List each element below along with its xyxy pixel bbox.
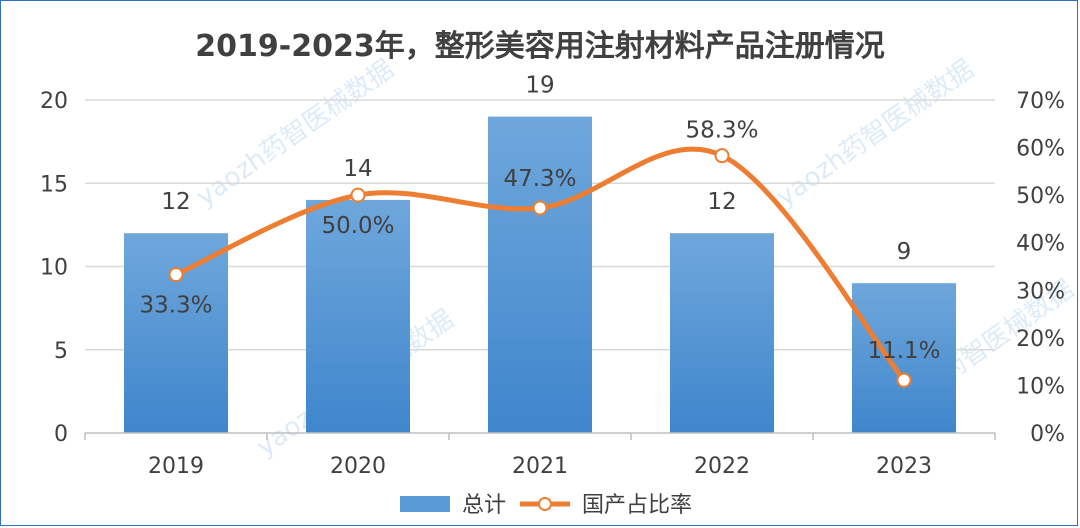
x-tick-label: 2020 <box>330 454 386 479</box>
y-left-tick-label: 0 <box>54 422 68 447</box>
x-tick-label: 2023 <box>876 454 932 479</box>
x-tick-label: 2019 <box>148 454 204 479</box>
bar-value-label: 19 <box>525 73 554 99</box>
line-marker-2023 <box>896 372 912 388</box>
y-right-tick-label: 70% <box>1016 89 1065 114</box>
legend: 总计 国产占比率 <box>400 493 692 518</box>
y-right-tick-label: 30% <box>1016 279 1065 304</box>
data-labels: 12 14 19 12 9 33.3% 50.0% 47.3% 58.3% 11.1% <box>139 73 940 365</box>
line-marker-2019 <box>168 267 184 283</box>
bar-value-label: 12 <box>707 189 736 215</box>
bar-value-label: 14 <box>343 156 372 182</box>
bar-value-label: 12 <box>161 189 190 215</box>
line-value-label: 47.3% <box>503 166 576 192</box>
bar-2022 <box>670 233 774 433</box>
bar-2020 <box>306 199 410 433</box>
line-marker-2020 <box>350 187 366 203</box>
bar-series <box>124 116 956 434</box>
y-right-tick-label: 20% <box>1016 327 1065 352</box>
y-left-tick-label: 20 <box>40 89 68 114</box>
line-value-label: 58.3% <box>685 118 758 144</box>
x-tick-label: 2021 <box>512 454 568 479</box>
line-value-label: 50.0% <box>321 213 394 239</box>
y-right-tick-label: 40% <box>1016 232 1065 257</box>
legend-line-marker <box>538 497 552 511</box>
line-marker-2021 <box>532 200 548 216</box>
y-left-tick-label: 10 <box>40 256 68 281</box>
legend-bar-label: 总计 <box>462 493 506 518</box>
y-right-tick-label: 0% <box>1030 422 1065 447</box>
line-series <box>168 146 912 388</box>
legend-line-label: 国产占比率 <box>582 493 692 518</box>
y-right-tick-label: 50% <box>1016 184 1065 209</box>
line-value-label: 33.3% <box>139 293 212 319</box>
bar-2023 <box>852 283 956 433</box>
axes: 2019 2020 2021 2022 2023 0 5 10 15 20 0% 10% 20% 30% 4… <box>40 89 1065 479</box>
y-left-tick-label: 15 <box>40 172 68 197</box>
watermark-text: yaozh药智医械数据 <box>191 54 399 212</box>
y-left-tick-label: 5 <box>54 339 68 364</box>
y-right-tick-label: 60% <box>1016 137 1065 162</box>
line-marker-2022 <box>714 148 730 164</box>
x-tick-label: 2022 <box>694 454 750 479</box>
y-right-tick-label: 10% <box>1016 374 1065 399</box>
bar-2021 <box>488 116 592 434</box>
line-path <box>173 146 907 383</box>
watermark-text: yaozh药智医械数据 <box>771 54 979 212</box>
line-value-label: 11.1% <box>867 338 940 364</box>
legend-bar-swatch <box>400 496 450 512</box>
chart-title: 2019-2023年，整形美容用注射材料产品注册情况 <box>195 29 884 64</box>
bar-2019 <box>124 233 228 433</box>
bar-value-label: 9 <box>897 239 912 265</box>
